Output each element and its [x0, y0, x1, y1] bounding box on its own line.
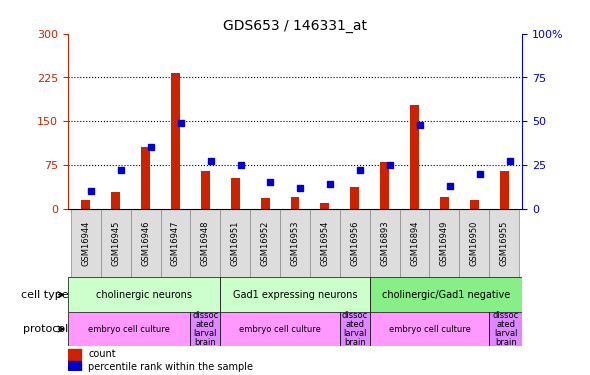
- Text: GSM16893: GSM16893: [380, 220, 389, 266]
- FancyBboxPatch shape: [250, 209, 280, 278]
- Text: cholinergic/Gad1 negative: cholinergic/Gad1 negative: [382, 290, 510, 300]
- Text: cell type: cell type: [21, 290, 68, 300]
- Bar: [111, 192, 120, 209]
- Text: dissoc
ated
larval
brain: dissoc ated larval brain: [192, 311, 218, 347]
- FancyBboxPatch shape: [71, 209, 101, 278]
- FancyBboxPatch shape: [489, 209, 519, 278]
- FancyBboxPatch shape: [101, 209, 130, 278]
- Text: embryo cell culture: embryo cell culture: [389, 324, 470, 333]
- FancyBboxPatch shape: [340, 312, 370, 346]
- Bar: [201, 171, 210, 209]
- Text: GSM16947: GSM16947: [171, 220, 180, 266]
- Text: GSM16952: GSM16952: [261, 220, 270, 266]
- Bar: [410, 105, 419, 209]
- Bar: [68, 349, 81, 360]
- Text: GSM16953: GSM16953: [290, 220, 300, 266]
- Text: embryo cell culture: embryo cell culture: [88, 324, 170, 333]
- Text: GSM16894: GSM16894: [410, 220, 419, 266]
- FancyBboxPatch shape: [130, 209, 160, 278]
- FancyBboxPatch shape: [370, 312, 489, 346]
- FancyBboxPatch shape: [220, 209, 250, 278]
- Bar: [500, 171, 509, 209]
- Text: count: count: [88, 349, 116, 359]
- Bar: [81, 200, 90, 209]
- FancyBboxPatch shape: [220, 312, 340, 346]
- FancyBboxPatch shape: [280, 209, 310, 278]
- Text: embryo cell culture: embryo cell culture: [239, 324, 321, 333]
- Text: GSM16946: GSM16946: [141, 220, 150, 266]
- Bar: [440, 197, 449, 209]
- Text: GSM16955: GSM16955: [500, 220, 509, 266]
- FancyBboxPatch shape: [370, 278, 522, 312]
- Title: GDS653 / 146331_at: GDS653 / 146331_at: [223, 19, 367, 33]
- FancyBboxPatch shape: [220, 278, 370, 312]
- Text: GSM16944: GSM16944: [81, 220, 90, 266]
- FancyBboxPatch shape: [160, 209, 191, 278]
- Text: dissoc
ated
larval
brain: dissoc ated larval brain: [493, 311, 519, 347]
- Bar: [470, 200, 479, 209]
- Text: GSM16950: GSM16950: [470, 220, 479, 266]
- FancyBboxPatch shape: [310, 209, 340, 278]
- Text: protocol: protocol: [23, 324, 68, 334]
- Bar: [290, 197, 300, 209]
- Text: cholinergic neurons: cholinergic neurons: [96, 290, 192, 300]
- Text: Gad1 expressing neurons: Gad1 expressing neurons: [232, 290, 358, 300]
- Bar: [380, 162, 389, 209]
- Bar: [320, 203, 329, 209]
- Bar: [231, 178, 240, 209]
- FancyBboxPatch shape: [191, 312, 220, 346]
- Bar: [68, 361, 81, 372]
- Text: GSM16956: GSM16956: [350, 220, 359, 266]
- Text: percentile rank within the sample: percentile rank within the sample: [88, 362, 253, 372]
- Bar: [171, 74, 180, 209]
- Bar: [350, 187, 359, 209]
- FancyBboxPatch shape: [460, 209, 489, 278]
- FancyBboxPatch shape: [430, 209, 460, 278]
- Bar: [141, 147, 150, 209]
- Bar: [261, 198, 270, 209]
- FancyBboxPatch shape: [68, 278, 220, 312]
- Text: GSM16951: GSM16951: [231, 220, 240, 266]
- FancyBboxPatch shape: [340, 209, 370, 278]
- Text: dissoc
ated
larval
brain: dissoc ated larval brain: [342, 311, 368, 347]
- Text: GSM16948: GSM16948: [201, 220, 210, 266]
- FancyBboxPatch shape: [68, 312, 191, 346]
- Text: GSM16949: GSM16949: [440, 220, 449, 266]
- Text: GSM16945: GSM16945: [111, 220, 120, 266]
- Text: GSM16954: GSM16954: [320, 220, 329, 266]
- FancyBboxPatch shape: [489, 312, 522, 346]
- FancyBboxPatch shape: [191, 209, 220, 278]
- FancyBboxPatch shape: [399, 209, 430, 278]
- FancyBboxPatch shape: [370, 209, 399, 278]
